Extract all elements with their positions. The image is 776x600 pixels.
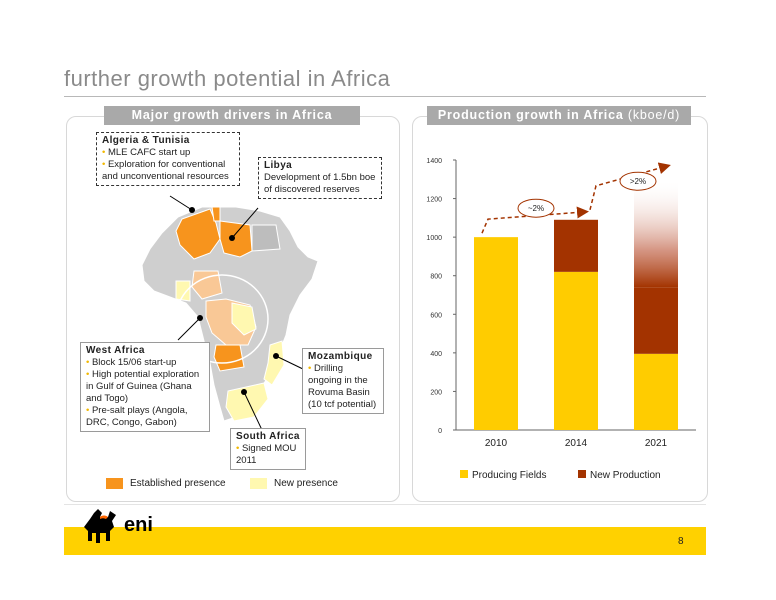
annotation-bubble-2 [619,171,657,191]
y-tick-label-7: 1400 [426,158,442,165]
legend-label-producing-fields: Producing Fields [472,470,546,481]
bar-2014-new-production [554,219,598,272]
callout-south-africa-heading: South Africa [236,431,300,442]
y-tick-label-4: 800 [430,274,442,281]
algeria-shape [175,208,221,260]
legend-swatch-new-production [578,470,586,478]
bar-2014-producing-fields [554,271,598,430]
eni-logo: eni [84,509,153,543]
footer-rule [64,504,706,505]
tunisia-shape [211,206,221,222]
callout-mozambique-heading: Mozambique [308,351,373,362]
callout-west-africa-item-3: • Pre-salt plays (Angola, DRC, Congo, Ga… [86,405,188,428]
y-tick-label-0: 0 [438,428,442,435]
x-tick-label-0: 2010 [485,438,508,449]
legend-swatch-new [250,478,267,489]
callout-south-africa: South Africa • Signed MOU 2011 [230,428,306,470]
legend-label-established: Established presence [130,478,226,489]
congo-new-shape [231,302,257,336]
right-panel-header: Production growth in Africa (kboe/d) [427,106,691,125]
legend-swatch-producing-fields [460,470,468,478]
callout-libya-text: Development of 1.5bn boe of discovered r… [264,172,376,195]
bar-2021-producing-fields [634,353,678,430]
eni-dog-flame [100,515,108,519]
angola-shape [213,344,245,372]
left-panel-header: Major growth drivers in Africa [104,106,360,125]
y-tick-label-2: 400 [430,351,442,358]
eni-dog-icon [84,509,116,543]
bar-2010-producing-fields [474,237,518,430]
y-tick-label-3: 600 [430,312,442,319]
callout-west-africa-item-1: • Block 15/06 start-up [86,357,177,368]
callout-west-africa: West Africa • Block 15/06 start-up • Hig… [80,342,210,432]
title-rule [64,96,706,97]
eni-logo-text: eni [124,514,153,536]
egypt-shape [251,224,281,252]
callout-algeria-item-1: • MLE CAFC start up [102,147,191,158]
callout-algeria-tunisia: Algeria & Tunisia • MLE CAFC start up • … [96,132,240,186]
callout-algeria-item-2: • Exploration for conventional and uncon… [102,159,229,182]
callout-mozambique: Mozambique • Drilling ongoing in the Rov… [302,348,384,414]
west-africa-region-outline [175,274,269,364]
page-title: further growth potential in Africa [64,66,391,91]
y-tick-label-5: 1000 [426,235,442,242]
callout-mozambique-item-1: • Drilling ongoing in the Rovuma Basin (… [308,363,377,410]
callout-west-africa-heading: West Africa [86,345,145,356]
callout-libya-heading: Libya [264,160,293,171]
production-chart: 0 200 400 600 800 1000 1200 1400 2010 2014 2021 ~2%… [426,158,696,481]
annotation-label-2: >2% [630,177,646,186]
legend-label-new: New presence [274,478,338,489]
mozambique-shape [263,340,285,386]
bar-2021-new-production [634,287,678,354]
libya-shape [219,220,253,258]
y-tick-label-1: 200 [430,389,442,396]
callout-libya: Libya Development of 1.5bn boe of discov… [258,157,382,199]
nigeria-shape [191,270,223,300]
callout-west-africa-item-2: • High potential exploration in Gulf of … [86,369,200,404]
x-tick-label-2: 2021 [645,438,668,449]
legend-swatch-established [106,478,123,489]
right-panel-header-title: Production growth in Africa [437,108,624,122]
legend-label-new-production: New Production [590,470,661,481]
bar-2021-upside-fade [634,179,678,288]
ghana-togo-shape [175,280,191,302]
x-tick-label-1: 2014 [565,438,588,449]
annotation-bubble-1 [517,198,555,218]
y-tick-label-6: 1200 [426,197,442,204]
growth-arrow-1 [481,206,589,234]
footer-band [64,527,706,555]
page-number: 8 [678,536,684,547]
annotation-label-1: ~2% [528,204,544,213]
growth-arrow-2 [589,162,671,210]
callout-south-africa-item-1: • Signed MOU 2011 [236,443,297,466]
callout-algeria-heading: Algeria & Tunisia [102,135,190,146]
right-panel-header-unit: (kboe/d) [627,108,681,122]
